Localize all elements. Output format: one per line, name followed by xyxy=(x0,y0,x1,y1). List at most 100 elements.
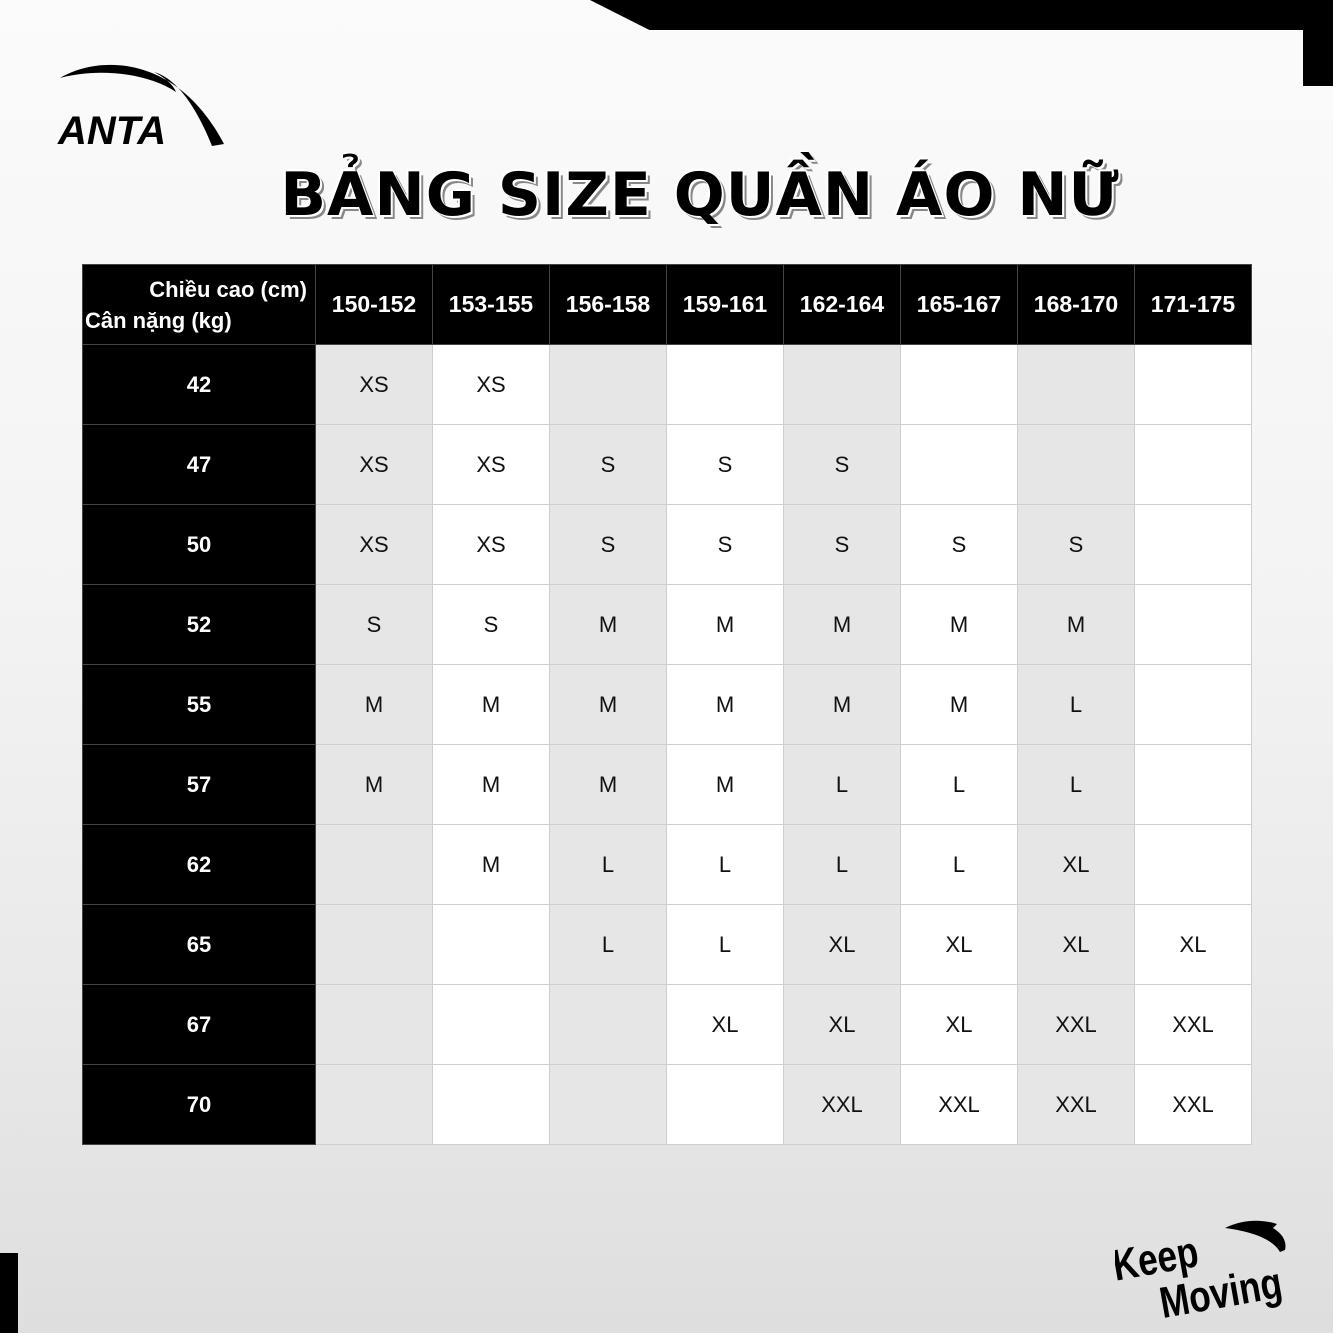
size-cell: XS xyxy=(432,504,550,585)
size-cell xyxy=(1134,664,1252,745)
column-header: 159-161 xyxy=(666,264,784,345)
column-header: 156-158 xyxy=(549,264,667,345)
size-cell: S xyxy=(666,504,784,585)
size-cell: S xyxy=(1017,504,1135,585)
column-header: 150-152 xyxy=(315,264,433,345)
size-cell: XL xyxy=(783,904,901,985)
header-row: Chiều cao (cm) Cân nặng (kg) 150-152 153-… xyxy=(82,264,1252,345)
column-header: 162-164 xyxy=(783,264,901,345)
size-cell: L xyxy=(1017,664,1135,745)
size-cell: XXL xyxy=(1017,1064,1135,1145)
size-cell: M xyxy=(900,584,1018,665)
size-cell xyxy=(1134,744,1252,825)
size-cell: M xyxy=(432,824,550,905)
size-cell: XS xyxy=(432,344,550,425)
size-cell: M xyxy=(315,664,433,745)
table-row: 50 XS XS S S S S S xyxy=(82,504,1252,585)
size-cell: M xyxy=(432,664,550,745)
table-row: 67 XL XL XL XXL XXL xyxy=(82,984,1252,1065)
page-title: BẢNG SIZE QUẦN ÁO NỮ xyxy=(280,160,1120,230)
size-cell xyxy=(315,824,433,905)
size-cell xyxy=(315,904,433,985)
size-cell: XXL xyxy=(1017,984,1135,1065)
size-cell xyxy=(900,424,1018,505)
size-cell: M xyxy=(549,664,667,745)
size-cell xyxy=(549,344,667,425)
size-cell: XXL xyxy=(783,1064,901,1145)
size-cell: XL xyxy=(1134,904,1252,985)
size-cell: XL xyxy=(783,984,901,1065)
size-cell: XS xyxy=(315,504,433,585)
weight-cell: 50 xyxy=(82,504,316,585)
size-cell: L xyxy=(1017,744,1135,825)
size-cell: L xyxy=(549,904,667,985)
table-row: 42 XS XS xyxy=(82,344,1252,425)
decor-right-bar xyxy=(1303,30,1333,86)
size-cell: L xyxy=(900,824,1018,905)
size-cell: XL xyxy=(1017,904,1135,985)
column-header: 153-155 xyxy=(432,264,550,345)
size-cell: L xyxy=(783,824,901,905)
size-cell xyxy=(432,904,550,985)
size-cell: M xyxy=(666,584,784,665)
size-cell: XS xyxy=(315,424,433,505)
size-cell: L xyxy=(783,744,901,825)
size-cell xyxy=(432,1064,550,1145)
size-cell: M xyxy=(315,744,433,825)
column-header: 168-170 xyxy=(1017,264,1135,345)
weight-cell: 70 xyxy=(82,1064,316,1145)
size-cell xyxy=(1134,824,1252,905)
weight-cell: 57 xyxy=(82,744,316,825)
size-cell: M xyxy=(783,664,901,745)
size-cell xyxy=(432,984,550,1065)
weight-cell: 67 xyxy=(82,984,316,1065)
size-cell: L xyxy=(900,744,1018,825)
size-cell: S xyxy=(783,504,901,585)
weight-label: Cân nặng (kg) xyxy=(85,307,232,333)
svg-text:ANTA: ANTA xyxy=(57,109,166,153)
keep-moving-logo: Keep Moving xyxy=(1115,1220,1286,1320)
size-cell: XL xyxy=(900,904,1018,985)
size-cell xyxy=(1134,584,1252,665)
size-cell: L xyxy=(666,824,784,905)
table-row: 47 XS XS S S S xyxy=(82,424,1252,505)
size-cell: M xyxy=(666,744,784,825)
size-cell xyxy=(315,1064,433,1145)
size-cell: M xyxy=(666,664,784,745)
size-cell: XXL xyxy=(1134,984,1252,1065)
size-cell: S xyxy=(900,504,1018,585)
size-cell: M xyxy=(900,664,1018,745)
size-cell: S xyxy=(549,424,667,505)
size-cell: S xyxy=(783,424,901,505)
table-row: 52 S S M M M M M xyxy=(82,584,1252,665)
size-cell xyxy=(1134,344,1252,425)
size-cell: M xyxy=(549,584,667,665)
size-cell: L xyxy=(666,904,784,985)
size-cell: M xyxy=(549,744,667,825)
corner-header: Chiều cao (cm) Cân nặng (kg) xyxy=(82,264,316,345)
decor-left-bar xyxy=(0,1253,18,1333)
size-cell: XXL xyxy=(900,1064,1018,1145)
size-cell: S xyxy=(666,424,784,505)
decor-top-bar xyxy=(590,0,1333,30)
table-row: 62 M L L L L XL xyxy=(82,824,1252,905)
size-cell xyxy=(1134,504,1252,585)
table-row: 57 M M M M L L L xyxy=(82,744,1252,825)
height-label: Chiều cao (cm) xyxy=(149,276,307,302)
size-cell: XL xyxy=(900,984,1018,1065)
size-cell xyxy=(1017,344,1135,425)
size-cell: L xyxy=(549,824,667,905)
table-row: 65 L L XL XL XL XL xyxy=(82,904,1252,985)
weight-cell: 62 xyxy=(82,824,316,905)
size-cell xyxy=(549,984,667,1065)
size-cell: M xyxy=(432,744,550,825)
size-cell xyxy=(1017,424,1135,505)
size-cell xyxy=(666,344,784,425)
column-header: 171-175 xyxy=(1134,264,1252,345)
size-cell xyxy=(549,1064,667,1145)
size-cell: XXL xyxy=(1134,1064,1252,1145)
size-cell: XS xyxy=(432,424,550,505)
size-cell: S xyxy=(549,504,667,585)
size-cell: M xyxy=(1017,584,1135,665)
anta-logo: ANTA xyxy=(57,64,224,153)
